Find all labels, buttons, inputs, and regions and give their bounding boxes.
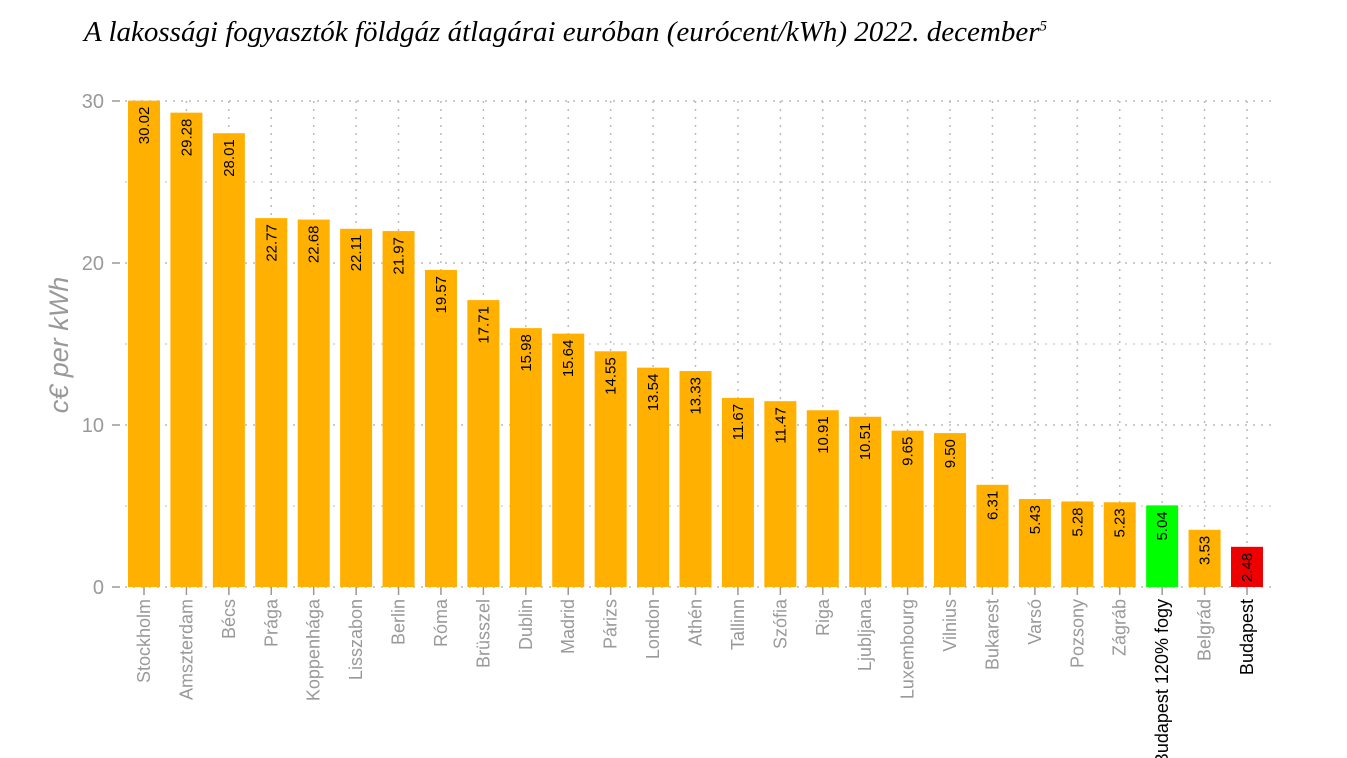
- x-tick-label: Koppenhága: [304, 598, 324, 701]
- x-tick-label: Ljubljana: [855, 598, 875, 671]
- x-tick-label: Riga: [813, 598, 833, 636]
- bar: [721, 397, 754, 587]
- bar: [1103, 502, 1136, 587]
- x-tick-label: Bécs: [219, 599, 239, 639]
- bar: [849, 416, 882, 587]
- bar: [891, 430, 924, 587]
- x-tick-label: Bukarest: [982, 599, 1002, 670]
- value-label: 15.64: [560, 340, 577, 378]
- x-tick-label: Szófia: [770, 598, 790, 649]
- bar: [255, 218, 288, 587]
- y-axis-label: c€ per kWh: [44, 277, 74, 414]
- bar: [934, 433, 967, 587]
- x-tick-label: Amszterdam: [176, 599, 196, 700]
- value-label: 29.28: [178, 119, 195, 157]
- title-text: A lakossági fogyasztók földgáz átlagárai…: [84, 16, 1040, 48]
- bar: [679, 371, 712, 587]
- bar: [594, 351, 627, 587]
- value-label: 13.33: [688, 377, 705, 415]
- y-tick-label: 30: [82, 91, 104, 113]
- x-tick-label: Róma: [431, 598, 451, 647]
- bar: [637, 367, 670, 587]
- y-tick-label: 0: [93, 577, 104, 599]
- title-footnote: 5: [1039, 18, 1048, 35]
- value-label: 2.48: [1239, 553, 1256, 582]
- value-label: 28.01: [221, 139, 238, 177]
- value-label: 10.91: [815, 416, 832, 454]
- bar: [297, 219, 330, 588]
- x-tick-label: Zágráb: [1110, 599, 1130, 656]
- bar: [340, 228, 373, 587]
- value-label: 30.02: [136, 107, 153, 145]
- bar: [509, 328, 542, 587]
- value-label: 21.97: [391, 237, 408, 275]
- x-tick-label: Stockholm: [134, 599, 154, 683]
- bar: [1018, 499, 1051, 587]
- value-label: 9.50: [942, 439, 959, 468]
- x-tick-label: Berlin: [389, 599, 409, 645]
- x-tick-label: Tallinn: [728, 599, 748, 650]
- x-tick-label: Budapest 120% fogy: [1152, 599, 1172, 758]
- x-tick-label: Luxembourg: [898, 599, 918, 699]
- x-tick-label: Párizs: [601, 599, 621, 649]
- bar: [170, 112, 203, 587]
- value-label: 5.23: [1112, 508, 1129, 537]
- x-tick-label: Belgrád: [1195, 599, 1215, 661]
- bar: [1188, 529, 1221, 587]
- x-tick-label: Budapest: [1237, 599, 1257, 675]
- x-tick-label: Athén: [686, 599, 706, 646]
- value-label: 11.67: [730, 404, 747, 440]
- value-label: 19.57: [433, 276, 450, 314]
- bar: [1146, 505, 1179, 587]
- x-tick-label: Madrid: [558, 599, 578, 654]
- bar: [976, 484, 1009, 587]
- bar: [1231, 546, 1263, 587]
- bar: [552, 333, 585, 587]
- value-label: 22.68: [306, 226, 323, 264]
- x-tick-label: Varsó: [1025, 599, 1045, 645]
- value-label: 13.54: [645, 374, 662, 412]
- y-tick-label: 20: [82, 253, 104, 275]
- x-tick-label: Lisszabon: [346, 599, 366, 680]
- bar: [806, 410, 839, 587]
- bar: [212, 133, 245, 587]
- value-label: 9.65: [900, 437, 917, 466]
- value-label: 5.43: [1027, 505, 1044, 534]
- bar: [424, 269, 457, 587]
- value-label: 6.31: [984, 491, 1001, 520]
- x-tick-label: Pozsony: [1067, 599, 1087, 668]
- x-tick-label: Vilnius: [940, 599, 960, 652]
- value-label: 22.11: [348, 235, 365, 271]
- chart-title: A lakossági fogyasztók földgáz átlagárai…: [84, 16, 1047, 49]
- value-label: 22.77: [263, 224, 280, 262]
- x-tick-label: London: [643, 599, 663, 659]
- value-label: 5.28: [1069, 507, 1086, 536]
- value-label: 15.98: [518, 334, 535, 372]
- x-tick-label: Dublin: [516, 599, 536, 650]
- bar: [128, 100, 160, 588]
- bar: [467, 300, 500, 587]
- value-label: 10.51: [857, 423, 874, 461]
- value-label: 5.04: [1154, 511, 1171, 540]
- value-label: 11.47: [772, 407, 789, 443]
- bar: [382, 231, 415, 587]
- x-tick-label: Prága: [261, 598, 281, 647]
- bar: [1061, 501, 1094, 587]
- value-label: 17.71: [475, 306, 492, 344]
- x-tick-label: Brüsszel: [473, 599, 493, 668]
- y-tick-label: 10: [82, 415, 104, 437]
- bar: [764, 401, 797, 587]
- value-label: 14.55: [603, 357, 620, 395]
- value-label: 3.53: [1197, 536, 1214, 565]
